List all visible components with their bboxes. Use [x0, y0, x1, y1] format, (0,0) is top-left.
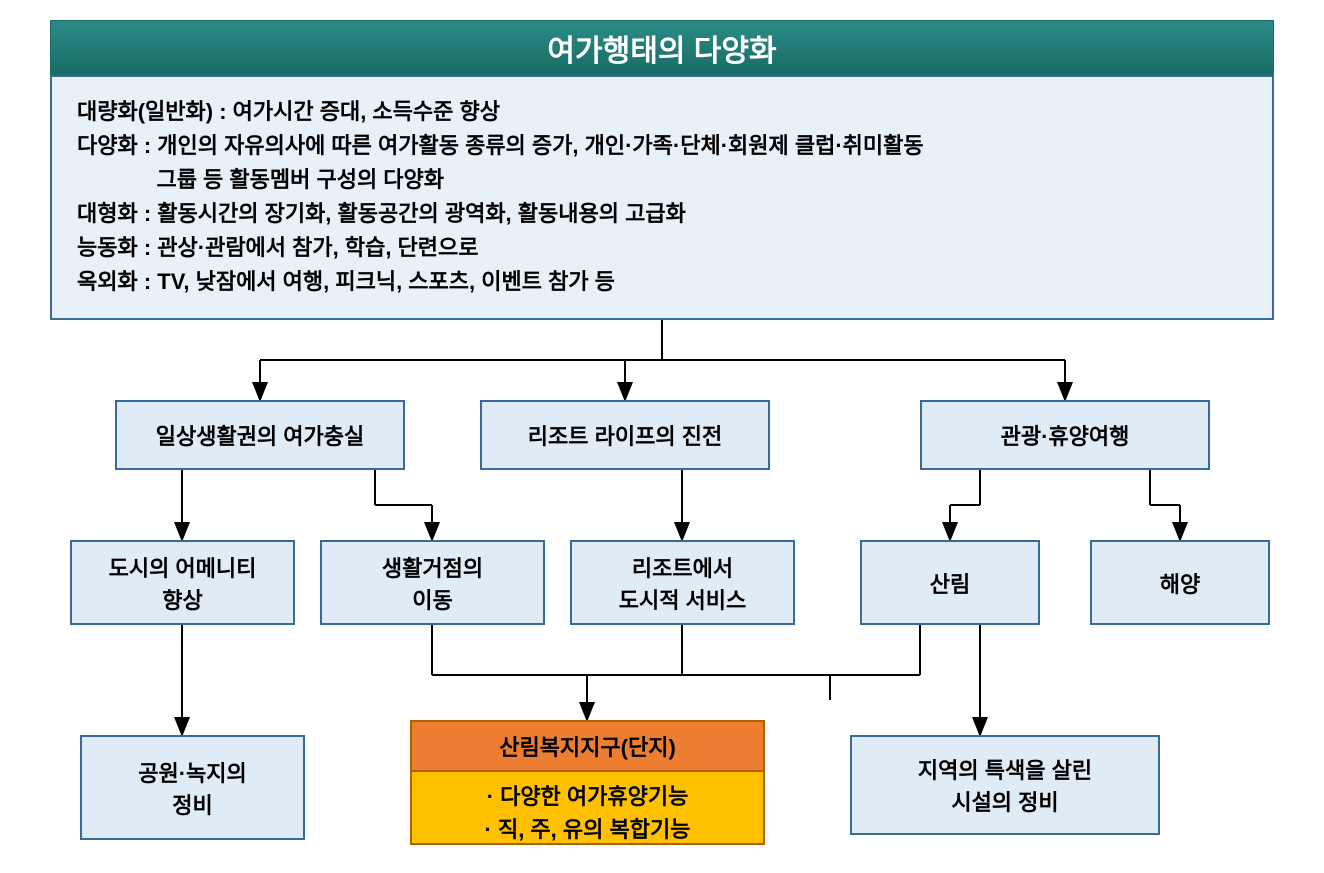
desc-line: 다양화 : 개인의 자유의사에 따른 여가활동 종류의 증가, 개인·가족·단체… [77, 129, 1247, 163]
node-label-line: 지역의 특색을 살린 [918, 753, 1092, 785]
node-living-base-move: 생활거점의 이동 [320, 540, 545, 625]
header-title: 여가행태의 다양화 [50, 20, 1274, 75]
desc-line: 옥외화 : TV, 낮잠에서 여행, 피크닉, 스포츠, 이벤트 참가 등 [77, 265, 1247, 299]
highlight-body-line: · 직, 주, 유의 복합기능 [422, 813, 753, 846]
node-label: 관광·휴양여행 [1001, 419, 1130, 451]
description-box: 대량화(일반화) : 여가시간 증대, 소득수준 향상 다양화 : 개인의 자유… [50, 75, 1274, 320]
node-ocean: 해양 [1090, 540, 1270, 625]
desc-line: 대량화(일반화) : 여가시간 증대, 소득수준 향상 [77, 95, 1247, 129]
node-urban-amenity: 도시의 어메니티 향상 [70, 540, 295, 625]
highlight-body: · 다양한 여가휴양기능 · 직, 주, 유의 복합기능 [412, 772, 763, 854]
node-regional-facility: 지역의 특색을 살린 시설의 정비 [850, 735, 1160, 835]
node-label-line: 산림 [930, 567, 970, 599]
highlight-title: 산림복지지구(단지) [412, 722, 763, 772]
node-park-green: 공원·녹지의 정비 [80, 735, 305, 840]
node-forest: 산림 [860, 540, 1040, 625]
highlight-body-line: · 다양한 여가휴양기능 [422, 780, 753, 813]
desc-line: 능동화 : 관상·관람에서 참가, 학습, 단련으로 [77, 231, 1247, 265]
node-label-line: 향상 [162, 583, 202, 615]
node-label-line: 정비 [172, 788, 212, 820]
node-label-line: 공원·녹지의 [138, 756, 247, 788]
node-label-line: 시설의 정비 [951, 785, 1058, 817]
node-tourism-rest: 관광·휴양여행 [920, 400, 1210, 470]
node-label-line: 해양 [1160, 567, 1200, 599]
node-resort-life: 리조트 라이프의 진전 [480, 400, 770, 470]
node-label-line: 생활거점의 [382, 551, 483, 583]
node-label-line: 리조트에서 [632, 551, 733, 583]
desc-line: 그룹 등 활동멤버 구성의 다양화 [77, 163, 1247, 197]
node-label: 리조트 라이프의 진전 [528, 419, 722, 451]
node-label-line: 도시적 서비스 [619, 583, 747, 615]
node-resort-urban-service: 리조트에서 도시적 서비스 [570, 540, 795, 625]
node-label: 일상생활권의 여가충실 [156, 419, 365, 451]
node-label-line: 이동 [412, 583, 452, 615]
node-forest-welfare-highlight: 산림복지지구(단지) · 다양한 여가휴양기능 · 직, 주, 유의 복합기능 [410, 720, 765, 845]
node-daily-leisure: 일상생활권의 여가충실 [115, 400, 405, 470]
node-label-line: 도시의 어메니티 [109, 551, 257, 583]
desc-line: 대형화 : 활동시간의 장기화, 활동공간의 광역화, 활동내용의 고급화 [77, 197, 1247, 231]
